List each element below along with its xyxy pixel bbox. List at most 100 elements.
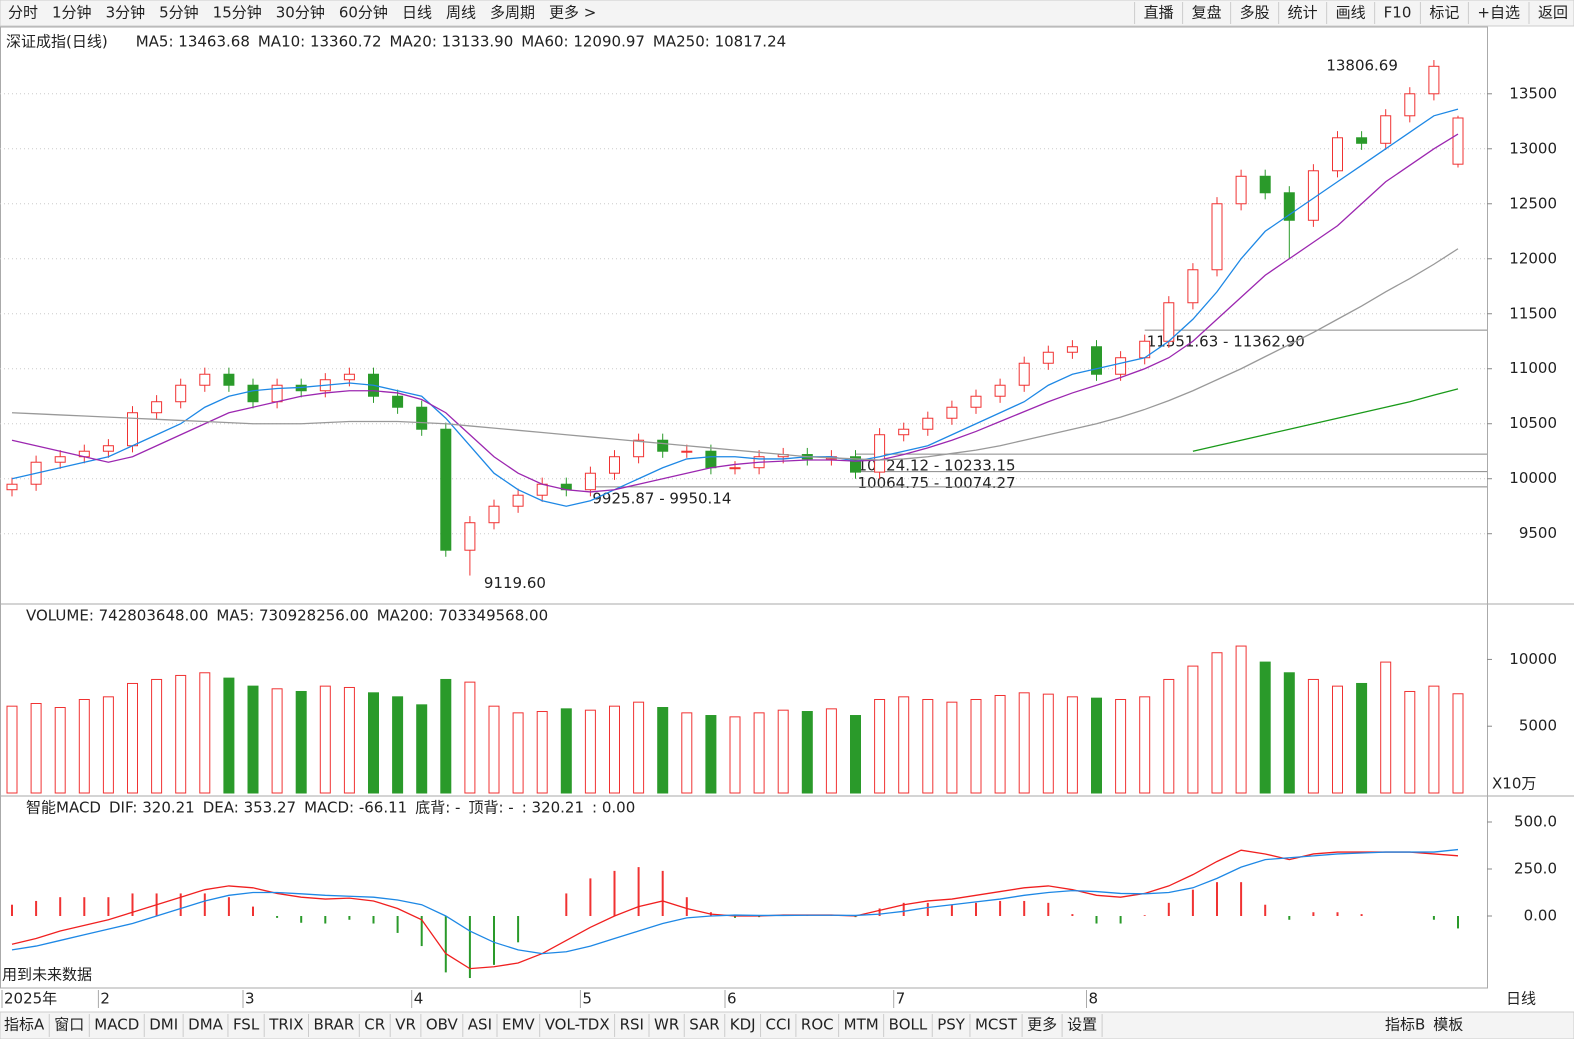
volume-bar xyxy=(657,707,669,794)
tab[interactable]: EMV xyxy=(502,1016,535,1034)
tab[interactable]: MACD xyxy=(94,1016,139,1034)
tab[interactable]: 指标A xyxy=(4,1016,45,1034)
y-tick-label: 5000 xyxy=(1519,717,1557,735)
candle-body xyxy=(1283,192,1295,221)
volume-bar xyxy=(488,705,500,794)
candle-body xyxy=(151,401,163,414)
toolbar-button[interactable]: 标记 xyxy=(1429,4,1459,22)
candle-body xyxy=(488,505,500,524)
tab[interactable]: MTM xyxy=(844,1016,879,1034)
volume-bar xyxy=(512,712,524,794)
candle-body xyxy=(681,450,693,453)
tab[interactable]: 模板 xyxy=(1433,1016,1463,1034)
indicator-label: MA250: 10817.24 xyxy=(653,33,786,51)
candle-body xyxy=(1018,362,1030,386)
indicator-label: MACD: -66.11 xyxy=(304,799,407,817)
toolbar-button[interactable]: 15分钟 xyxy=(213,4,262,22)
volume-bar xyxy=(247,685,259,794)
toolbar-button[interactable]: 统计 xyxy=(1288,4,1318,22)
toolbar-button[interactable]: 5分钟 xyxy=(159,4,199,22)
toolbar-button[interactable]: 60分钟 xyxy=(339,4,388,22)
tab[interactable]: VR xyxy=(395,1016,416,1034)
period-label: 日线 xyxy=(1506,990,1536,1008)
tab[interactable]: 指标B xyxy=(1385,1016,1425,1034)
tab[interactable]: ROC xyxy=(801,1016,834,1034)
candle-body xyxy=(1163,302,1175,342)
candle-body xyxy=(536,483,548,496)
tab[interactable]: 设置 xyxy=(1067,1016,1097,1034)
candle-body xyxy=(512,494,524,507)
level-label: 10064.75 - 10074.27 xyxy=(858,474,1016,492)
indicator-line xyxy=(11,849,1459,970)
volume-bar xyxy=(1115,698,1127,794)
tab-bar xyxy=(0,1011,1574,1040)
tab[interactable]: PSY xyxy=(937,1016,966,1034)
toolbar-button[interactable]: 分时 xyxy=(8,4,38,22)
tab[interactable]: CCI xyxy=(766,1016,791,1034)
volume-bar xyxy=(970,698,982,794)
volume-bar xyxy=(850,715,861,794)
volume-bar xyxy=(1356,682,1368,794)
tab[interactable]: 更多 xyxy=(1027,1016,1057,1034)
volume-bar xyxy=(1091,697,1102,794)
volume-bar xyxy=(6,705,18,794)
toolbar-button[interactable]: 更多 > xyxy=(549,4,596,22)
toolbar-button[interactable]: 多周期 xyxy=(490,4,535,22)
toolbar-button[interactable]: 画线 xyxy=(1336,4,1366,22)
candle-body xyxy=(1356,137,1368,144)
toolbar-button[interactable]: 复盘 xyxy=(1192,4,1222,22)
tab[interactable]: TRIX xyxy=(268,1016,303,1034)
toolbar-button[interactable]: F10 xyxy=(1384,4,1412,22)
indicator-line xyxy=(11,108,1459,507)
toolbar-button[interactable]: 多股 xyxy=(1240,4,1270,22)
indicator-line xyxy=(1192,388,1459,452)
volume-bar xyxy=(1259,661,1271,794)
candle-body xyxy=(392,395,404,408)
tab[interactable]: 窗口 xyxy=(54,1016,84,1034)
tab[interactable]: FSL xyxy=(233,1016,260,1034)
tab[interactable]: MCST xyxy=(975,1016,1018,1034)
volume-bar xyxy=(536,711,548,794)
toolbar-button[interactable]: 周线 xyxy=(446,4,476,22)
volume-bar xyxy=(994,694,1006,794)
candle-body xyxy=(1115,357,1127,375)
indicator-line xyxy=(11,133,1459,493)
tab[interactable]: DMI xyxy=(149,1016,178,1034)
tab[interactable]: CR xyxy=(364,1016,385,1034)
candle-body xyxy=(1066,346,1078,353)
candle-body xyxy=(970,395,982,408)
candle-body xyxy=(633,439,645,458)
tab[interactable]: KDJ xyxy=(730,1016,756,1034)
toolbar-button[interactable]: 直播 xyxy=(1144,4,1174,22)
tab[interactable]: BOLL xyxy=(889,1016,928,1034)
volume-bar xyxy=(30,703,42,794)
toolbar-button[interactable]: 3分钟 xyxy=(106,4,146,22)
candle-body xyxy=(874,434,886,473)
toolbar-button[interactable]: 日线 xyxy=(402,4,432,22)
tab[interactable]: VOL-TDX xyxy=(545,1016,610,1034)
volume-bar xyxy=(1380,661,1392,794)
level-label: 10224.12 - 10233.15 xyxy=(858,457,1016,475)
toolbar-button[interactable]: 返回 xyxy=(1538,4,1568,22)
tab[interactable]: DMA xyxy=(188,1016,223,1034)
candle-body xyxy=(994,384,1006,397)
tab[interactable]: WR xyxy=(654,1016,679,1034)
tab[interactable]: BRAR xyxy=(313,1016,354,1034)
tab[interactable]: ASI xyxy=(468,1016,492,1034)
volume-bar xyxy=(922,698,934,794)
toolbar-button[interactable]: +自选 xyxy=(1477,4,1520,22)
candle-body xyxy=(102,445,114,452)
candle-body xyxy=(440,428,452,551)
candle-body xyxy=(1042,351,1054,364)
tab[interactable]: SAR xyxy=(689,1016,719,1034)
volume-bar xyxy=(825,708,837,794)
volume-bar xyxy=(1139,696,1151,794)
indicator-line xyxy=(11,848,1459,955)
volume-bar xyxy=(1235,645,1247,794)
toolbar-button[interactable]: 1分钟 xyxy=(52,4,92,22)
tab[interactable]: RSI xyxy=(620,1016,644,1034)
volume-bar xyxy=(464,681,476,794)
tab[interactable]: OBV xyxy=(426,1016,459,1034)
toolbar-button[interactable]: 30分钟 xyxy=(276,4,325,22)
indicator-label: VOLUME: 742803648.00 xyxy=(26,607,208,625)
